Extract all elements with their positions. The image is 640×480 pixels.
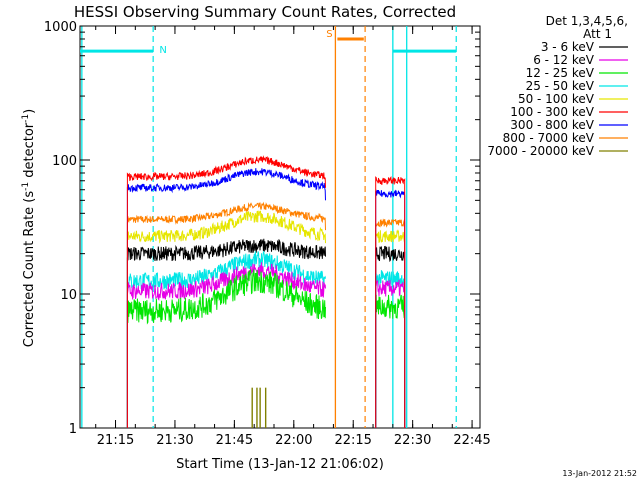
y-label-end: ) (22, 109, 37, 114)
series-line-segment-2 (375, 294, 406, 428)
series-layer (126, 155, 406, 428)
series-line-segment-2 (375, 229, 406, 428)
annotation-layer: NS (80, 26, 457, 428)
y-tick-label: 100 (52, 154, 77, 169)
legend-label: 3 - 6 keV (541, 40, 595, 54)
y-axis-label: Corrected Count Rate (s-1 detector-1) (21, 109, 37, 347)
x-tick-label: 22:45 (453, 433, 490, 448)
legend-label: 6 - 12 keV (533, 53, 595, 67)
footer-stamp: 13-Jan-2012 21:52 (562, 469, 637, 478)
y-label-sup-1: -1 (21, 182, 31, 191)
series-line-segment-2 (375, 218, 406, 428)
y-label-sup-2: -1 (21, 114, 31, 123)
series-line (126, 201, 326, 428)
y-axis-ticks: 1 10 100 1000 (44, 20, 480, 437)
y-tick-label: 1 (69, 422, 77, 437)
legend-label: 100 - 300 keV (510, 105, 594, 119)
series-line (126, 168, 326, 428)
series-line-segment-2 (375, 279, 406, 428)
x-tick-label: 22:00 (275, 433, 312, 448)
chart-title: HESSI Observing Summary Count Rates, Cor… (74, 3, 456, 21)
series-line (126, 210, 326, 428)
x-axis-label: Start Time (13-Jan-12 21:06:02) (176, 457, 384, 472)
series-line (126, 268, 326, 428)
y-label-main: Corrected Count Rate (s (22, 191, 37, 348)
x-tick-label: 22:15 (334, 433, 371, 448)
legend-label: 300 - 800 keV (510, 118, 594, 132)
series-line-segment-2 (375, 176, 406, 428)
annotation-label: N (159, 45, 166, 56)
series-line (126, 262, 326, 428)
x-tick-label: 21:45 (216, 433, 253, 448)
series-line (126, 238, 326, 428)
legend-header-line-2: Att 1 (583, 27, 612, 41)
legend-label: 800 - 7000 keV (503, 131, 595, 145)
annotation-label: S (326, 29, 332, 40)
x-tick-label: 21:15 (97, 433, 134, 448)
y-tick-label: 10 (60, 288, 77, 303)
x-axis-ticks: 21:15 21:30 21:45 22:00 22:15 22:30 22:45 (95, 26, 491, 448)
x-tick-label: 21:30 (156, 433, 193, 448)
legend-label: 7000 - 20000 keV (487, 144, 594, 158)
plot-frame (79, 25, 481, 429)
series-line-segment-2 (375, 245, 406, 428)
plot-area: NS 21:15 21:30 21:45 22:00 22:15 22:30 22:45 1… (44, 20, 491, 448)
legend-label: 25 - 50 keV (526, 79, 595, 93)
series-line (126, 155, 326, 428)
legend-header-line-1: Det 1,3,4,5,6, (546, 14, 628, 28)
y-label-mid: detector (22, 122, 37, 182)
legend-label: 12 - 25 keV (526, 66, 595, 80)
legend-label: 50 - 100 keV (518, 92, 595, 106)
series-line-segment-2 (375, 189, 406, 428)
y-tick-label: 1000 (44, 20, 77, 35)
x-tick-label: 22:30 (394, 433, 431, 448)
